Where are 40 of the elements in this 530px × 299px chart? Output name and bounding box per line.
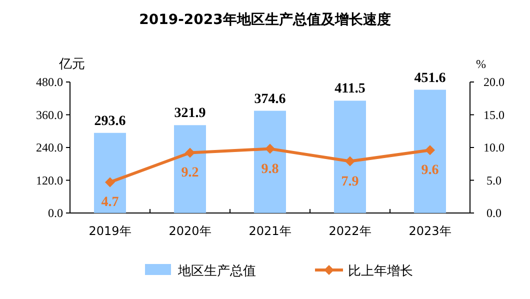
x-tick-label: 2020年: [168, 224, 212, 238]
x-tick-label: 2021年: [248, 224, 292, 238]
x-tick-label: 2022年: [328, 224, 372, 238]
y-tick-label: 240.0: [36, 140, 63, 154]
y-tick-label: 120.0: [36, 173, 63, 188]
data-label: 451.6: [414, 70, 446, 86]
point: [425, 145, 435, 156]
bar: [334, 100, 366, 213]
legend-label: 地区生产总值: [177, 264, 256, 279]
y-axis-title: 亿元: [58, 57, 85, 72]
chart-title: 2019-2023年地区生产总值及增长速度: [139, 11, 391, 28]
data-label: 411.5: [334, 82, 366, 97]
point: [105, 177, 115, 188]
bar: [174, 125, 206, 213]
data-label: 321.9: [174, 106, 206, 122]
y2-tick-label: 0.0: [486, 206, 502, 220]
bar: [254, 110, 286, 213]
x-tick-label: 2019年: [88, 224, 132, 238]
y2-tick-label: 10.0: [484, 140, 504, 154]
data-label: 9.8: [261, 162, 279, 177]
y-tick-label: 360.0: [36, 108, 63, 122]
point: [185, 148, 195, 158]
data-label: 9.2: [181, 166, 199, 181]
y-tick-label: 480.0: [36, 75, 63, 89]
bar: [414, 90, 446, 213]
data-label: 9.6: [421, 163, 439, 178]
x-tick-label: 2023年: [408, 224, 452, 238]
y2-tick-label: 5.0: [486, 173, 502, 188]
point: [265, 144, 275, 154]
bar: [94, 132, 126, 213]
data-label: 293.6: [94, 114, 126, 129]
y2-axis-title: %: [476, 57, 486, 71]
point: [345, 156, 355, 166]
y2-tick-label: 20.0: [484, 75, 504, 89]
y2-tick-label: 15.0: [484, 108, 504, 122]
data-label: 4.7: [101, 195, 119, 210]
data-label: 7.9: [341, 174, 359, 190]
data-label: 374.6: [254, 92, 286, 107]
legend-label: 比上年增长: [348, 264, 413, 279]
y-tick-label: 0.0: [48, 206, 63, 220]
